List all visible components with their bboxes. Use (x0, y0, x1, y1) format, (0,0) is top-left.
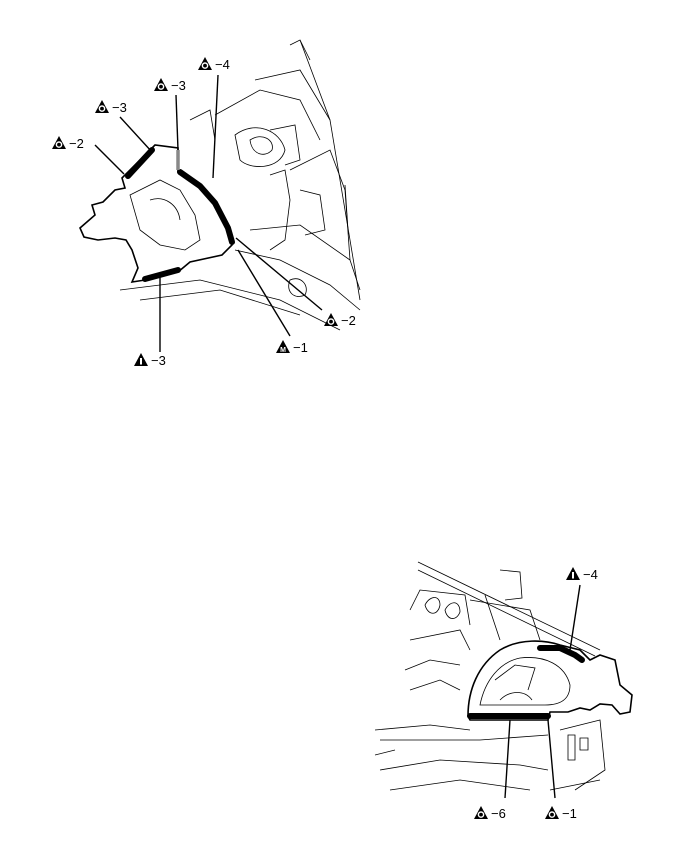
callout-text: −1 (562, 806, 577, 821)
top-seal-i3 (142, 267, 181, 282)
leader-bottom-o1 (547, 719, 556, 799)
bottom-body-structure (374, 561, 606, 791)
svg-text:M: M (280, 347, 286, 354)
leader-top-o3a (175, 94, 179, 151)
top-seal-o4 (177, 169, 235, 245)
callout-top-o3b: −3 (95, 100, 127, 115)
callout-text: −1 (293, 340, 308, 355)
bottom-seal-i4 (537, 645, 585, 663)
callout-text: −3 (151, 353, 166, 368)
top-seal-o3-left (125, 147, 155, 179)
callout-top-o2b: −2 (324, 313, 356, 328)
leader-top-o4 (212, 74, 219, 179)
callout-text: −4 (583, 567, 598, 582)
callout-top-o4: −4 (198, 57, 230, 72)
callout-bottom-o1: −1 (545, 806, 577, 821)
callout-text: −3 (112, 100, 127, 115)
top-figure (79, 39, 361, 352)
bottom-wheelhouse-outline (467, 640, 633, 721)
leader-top-o2b (235, 237, 323, 311)
leader-top-o2a (94, 144, 125, 175)
callout-top-o3a: −3 (154, 78, 186, 93)
leader-bottom-o6 (504, 719, 511, 799)
leader-top-m1 (237, 249, 291, 337)
callout-text: −6 (491, 806, 506, 821)
callout-text: −4 (215, 57, 230, 72)
callout-text: −2 (341, 313, 356, 328)
callout-text: −2 (69, 136, 84, 151)
callout-bottom-i4: −4 (566, 567, 598, 582)
callout-top-m1: M −1 (276, 340, 308, 355)
callout-top-o2a: −2 (52, 136, 84, 151)
triangle-m-icon (276, 340, 290, 353)
callout-top-i3: −3 (134, 353, 166, 368)
top-apron-outline (79, 144, 233, 284)
leader-top-o3b (119, 116, 153, 153)
callout-text: −3 (171, 78, 186, 93)
bottom-figure (374, 561, 633, 799)
leader-bottom-i4 (569, 584, 581, 651)
callout-bottom-o6: −6 (474, 806, 506, 821)
